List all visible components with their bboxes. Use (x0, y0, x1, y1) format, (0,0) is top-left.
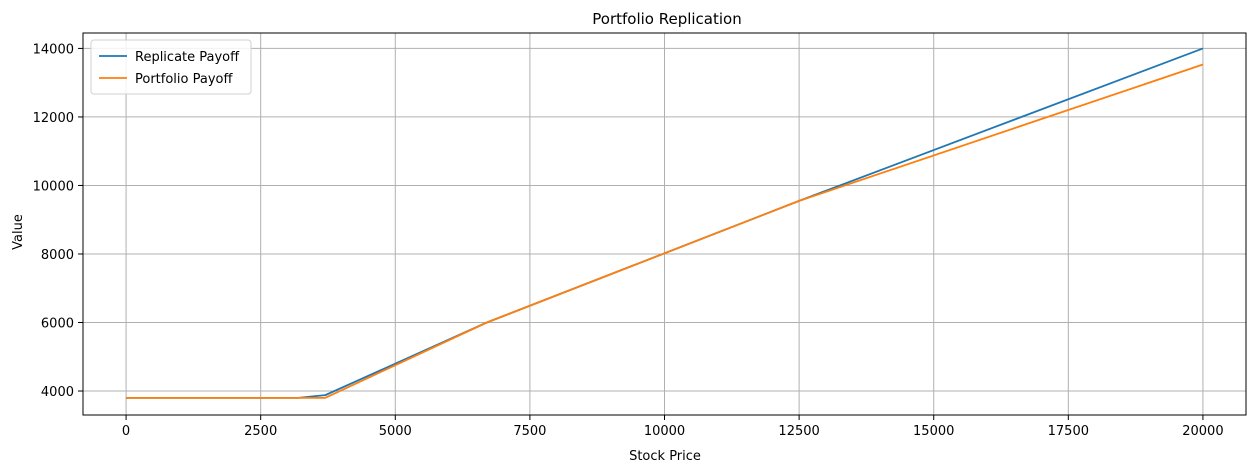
x-tick-label: 5000 (379, 424, 412, 439)
x-tick-label: 12500 (778, 424, 819, 439)
y-tick-label: 6000 (41, 316, 74, 331)
legend: Replicate Payoff Portfolio Payoff (90, 39, 252, 95)
x-axis-label: Stock Price (629, 449, 701, 464)
y-tick-label: 8000 (41, 248, 74, 263)
grid-lines (83, 33, 1246, 415)
y-tick-label: 10000 (33, 179, 74, 194)
y-tick-label: 14000 (33, 42, 74, 57)
y-tick-label: 12000 (33, 111, 74, 126)
y-tick-label: 4000 (41, 385, 74, 400)
x-tick-label: 7500 (513, 424, 546, 439)
x-tick-label: 10000 (644, 424, 685, 439)
legend-label: Replicate Payoff (135, 50, 240, 65)
series-line-portfolio-payoff (126, 63, 1204, 399)
x-tick-label: 20000 (1182, 424, 1223, 439)
x-tick-label: 2500 (244, 424, 277, 439)
x-axis: 0 2500 5000 7500 10000 12500 15000 17500 20000 (122, 415, 1224, 439)
legend-box (90, 39, 252, 95)
series-lines (126, 47, 1204, 399)
y-axis: 4000 6000 8000 10000 12000 14000 (33, 42, 83, 400)
x-tick-label: 0 (122, 424, 130, 439)
chart-title: Portfolio Replication (592, 10, 741, 28)
x-tick-label: 17500 (1048, 424, 1089, 439)
legend-label: Portfolio Payoff (135, 72, 233, 87)
x-tick-label: 15000 (913, 424, 954, 439)
y-axis-label: Value (11, 214, 26, 250)
